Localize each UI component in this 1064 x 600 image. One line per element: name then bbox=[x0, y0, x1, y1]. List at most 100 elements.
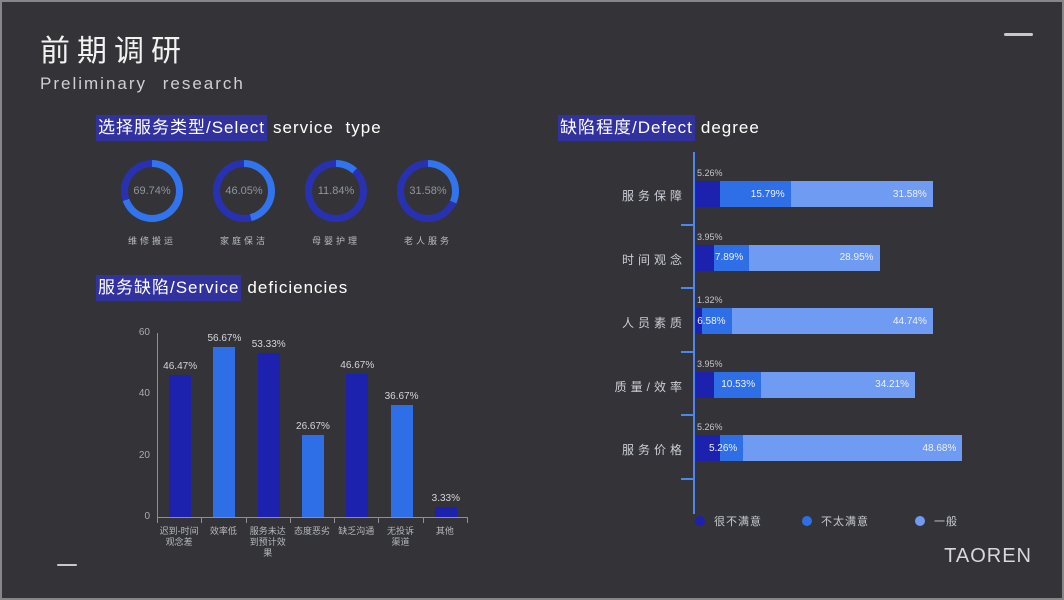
legend-item: 很不满意 bbox=[695, 513, 762, 529]
stacked-category-label: 人员素质 bbox=[621, 316, 686, 330]
segment-value-label: 10.53% bbox=[721, 379, 756, 390]
decor-dash-icon bbox=[1004, 33, 1033, 36]
donut-gauges: 69.74% 维修搬运 46.05% 家庭保洁 11.84% 母婴护理 31.58% 老人服务 bbox=[106, 160, 474, 247]
segment-value-label: 5.26% bbox=[697, 168, 723, 178]
segment-value-label: 5.26% bbox=[697, 422, 723, 432]
stacked-chart-axis-line bbox=[693, 152, 695, 514]
heading-highlight: 选择服务类型/Select bbox=[96, 115, 267, 141]
bar-chart-y-axis-labels: 0 20 40 60 bbox=[120, 327, 150, 522]
bar-segment-mild: 48.68% bbox=[743, 435, 963, 461]
segment-value-label: 44.74% bbox=[892, 315, 927, 327]
legend-item: 不太满意 bbox=[802, 513, 869, 529]
bar-value-label: 3.33% bbox=[431, 492, 460, 504]
axis-tick bbox=[681, 287, 693, 289]
bar-segment-moderate: 10.53% bbox=[713, 371, 762, 398]
segment-value-label: 48.68% bbox=[922, 442, 957, 454]
legend-dot-icon bbox=[695, 516, 705, 526]
stacked-bar: 7.89% 28.95% bbox=[696, 244, 880, 271]
bar-column: 53.33% bbox=[247, 333, 291, 517]
section-heading-deficiencies: 服务缺陷/Service deficiencies bbox=[96, 273, 348, 301]
bar-chart-x-axis-labels: 迟到-时间 观念差 效率低 服务未达 到预计效 果态度恶劣 缺乏沟通 无投诉 渠道 其他 bbox=[157, 526, 467, 559]
legend-label: 不太满意 bbox=[821, 516, 869, 528]
bar bbox=[390, 404, 413, 517]
stacked-category-label: 质量/效率 bbox=[614, 379, 686, 394]
stacked-category-label: 服务保障 bbox=[621, 189, 686, 203]
y-axis-tick-label: 60 bbox=[138, 327, 150, 338]
bar-segment-severe bbox=[696, 435, 720, 461]
bar-column: 3.33% bbox=[424, 333, 468, 517]
bar-value-label: 36.67% bbox=[384, 390, 419, 402]
segment-value-label: 31.58% bbox=[892, 188, 927, 200]
bar-segment-mild: 34.21% bbox=[761, 371, 916, 398]
bar-category-label: 迟到-时间 观念差 bbox=[159, 526, 199, 547]
bar-segment-moderate: 6.58% bbox=[697, 308, 732, 334]
donut-hole: 31.58% bbox=[404, 167, 452, 215]
bar-column: 36.67% bbox=[379, 333, 423, 517]
decor-dash-icon bbox=[57, 564, 77, 566]
donut-ring: 31.58% bbox=[397, 160, 459, 222]
donut-percent-value: 46.05% bbox=[225, 185, 263, 197]
x-axis-tick bbox=[247, 518, 291, 523]
x-axis-tick bbox=[335, 518, 380, 523]
section-heading-defect-degree: 缺陷程度/Defect degree bbox=[558, 113, 760, 141]
axis-tick bbox=[681, 414, 693, 416]
x-axis-tick bbox=[424, 518, 468, 523]
bar-segment-severe bbox=[696, 371, 714, 398]
heading-highlight: 服务缺陷/Service bbox=[96, 275, 242, 301]
bar-column: 46.67% bbox=[335, 333, 379, 517]
legend-label: 很不满意 bbox=[714, 516, 762, 528]
title-block: 前期调研 Preliminary research bbox=[40, 26, 245, 94]
bar-segment-severe bbox=[696, 244, 714, 271]
bar bbox=[213, 347, 236, 517]
section-heading-service-type: 选择服务类型/Select service type bbox=[96, 113, 382, 141]
axis-tick bbox=[681, 223, 693, 226]
bar-category-label: 服务未达 到预计效 果 bbox=[249, 526, 286, 558]
donut-gauge: 31.58% 老人服务 bbox=[382, 160, 474, 247]
bar-segment-moderate: 5.26% bbox=[709, 435, 744, 461]
donut-gauge: 69.74% 维修搬运 bbox=[106, 160, 198, 247]
bar bbox=[169, 374, 192, 517]
donut-hole: 46.05% bbox=[220, 167, 268, 215]
donut-percent-value: 11.84% bbox=[317, 185, 355, 197]
bar bbox=[257, 353, 280, 517]
stacked-bar: 5.26% 48.68% bbox=[696, 435, 963, 461]
heading-rest: service type bbox=[272, 118, 382, 137]
bar-segment-mild: 31.58% bbox=[790, 181, 933, 207]
bar-category-label: 缺乏沟通 bbox=[338, 526, 375, 536]
bar-chart-x-axis-ticks bbox=[157, 518, 468, 523]
legend-dot-icon bbox=[915, 516, 925, 526]
bar-category-label: 无投诉 渠道 bbox=[387, 526, 415, 547]
page-title: 前期调研 bbox=[40, 35, 188, 68]
bar-value-label: 56.67% bbox=[207, 333, 242, 344]
legend-label: 一般 bbox=[934, 516, 958, 528]
bar-value-label: 46.47% bbox=[163, 360, 198, 372]
segment-value-label: 6.58% bbox=[697, 315, 726, 327]
bar-category-label: 效率低 bbox=[209, 526, 237, 536]
donut-ring: 11.84% bbox=[305, 160, 367, 222]
legend-item: 一般 bbox=[915, 513, 958, 529]
bar-segment-moderate: 15.79% bbox=[719, 181, 791, 207]
bar-segment-severe bbox=[696, 181, 720, 207]
heading-highlight: 缺陷程度/Defect bbox=[558, 115, 695, 141]
bar-segment-moderate: 7.89% bbox=[713, 244, 750, 271]
bar bbox=[301, 435, 324, 517]
bar-column: 26.67% bbox=[291, 333, 335, 517]
segment-value-label: 3.95% bbox=[697, 358, 723, 369]
page-subtitle: Preliminary research bbox=[40, 74, 245, 93]
legend-dot-icon bbox=[802, 516, 812, 526]
brand-logo: TAOREN bbox=[944, 545, 1032, 567]
bar-column: 46.47% bbox=[158, 333, 202, 517]
x-axis-tick bbox=[379, 518, 424, 523]
donut-ring: 69.74% bbox=[121, 160, 183, 222]
segment-value-label: 3.95% bbox=[697, 231, 723, 242]
donut-ring: 46.05% bbox=[213, 160, 275, 222]
donut-category-label: 母婴护理 bbox=[311, 236, 360, 246]
axis-tick bbox=[681, 477, 693, 480]
y-axis-tick-label: 20 bbox=[138, 449, 150, 461]
bar-category-label: 其他 bbox=[435, 526, 454, 536]
stacked-bar-chart: 服务保障 5.26% 15.79% 31.58% 时间观念 3.95% 7.89% 28.95… bbox=[558, 152, 1058, 517]
y-axis-tick-label: 0 bbox=[144, 511, 150, 522]
bar-category-label: 态度恶劣 bbox=[293, 526, 330, 536]
stacked-category-label: 时间观念 bbox=[621, 252, 686, 267]
axis-tick bbox=[681, 350, 693, 353]
